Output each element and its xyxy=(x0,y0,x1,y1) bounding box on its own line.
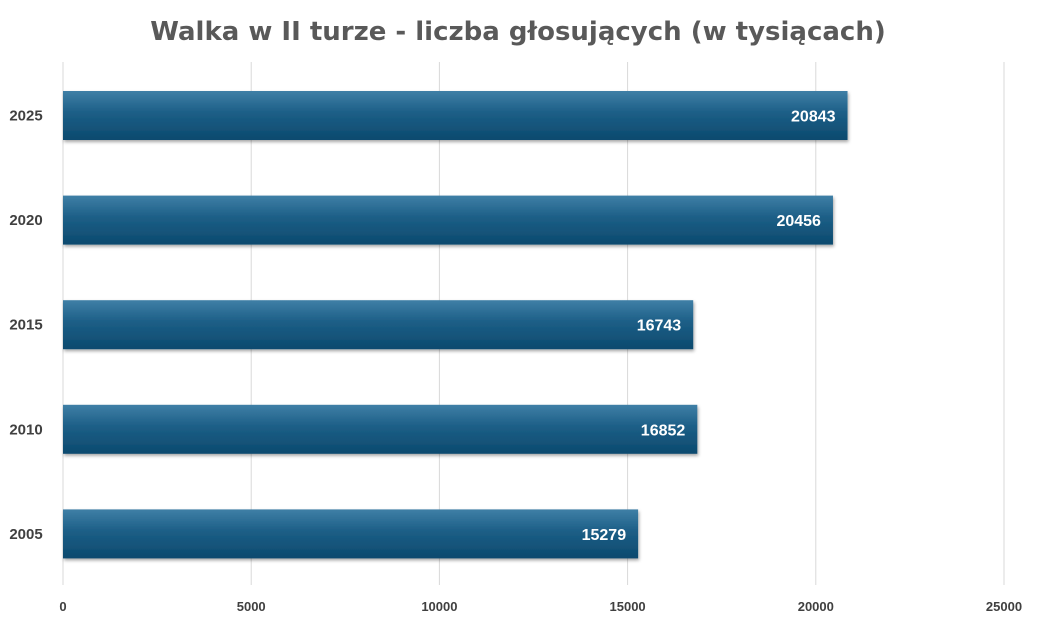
x-tick-label: 25000 xyxy=(986,599,1022,614)
bar xyxy=(63,509,639,559)
x-tick-label: 15000 xyxy=(610,599,646,614)
data-label: 16743 xyxy=(637,318,682,335)
bar xyxy=(63,300,694,350)
bars: 20843 20456 16743 16852 15279 xyxy=(63,91,848,559)
x-tick-label: 5000 xyxy=(237,599,266,614)
data-label: 20456 xyxy=(776,213,821,230)
x-tick-label: 0 xyxy=(59,599,66,614)
y-tick-label: 2015 xyxy=(9,317,42,334)
bar xyxy=(63,404,698,454)
y-tick-label: 2020 xyxy=(9,212,42,229)
y-tick-label: 2005 xyxy=(9,526,42,543)
data-label: 20843 xyxy=(791,109,836,126)
x-axis-ticks: 0 5000 10000 15000 20000 25000 xyxy=(59,599,1022,614)
chart-title: Walka w II turze - liczba głosujących (w… xyxy=(150,17,886,47)
y-tick-label: 2010 xyxy=(9,421,42,438)
data-label: 15279 xyxy=(582,527,627,544)
x-tick-label: 20000 xyxy=(798,599,834,614)
data-label: 16852 xyxy=(641,422,686,439)
y-axis-ticks: 2025 2020 2015 2010 2005 xyxy=(9,108,42,543)
bar xyxy=(63,91,848,140)
y-tick-label: 2025 xyxy=(9,108,42,125)
bar xyxy=(63,195,833,245)
x-tick-label: 10000 xyxy=(421,599,457,614)
